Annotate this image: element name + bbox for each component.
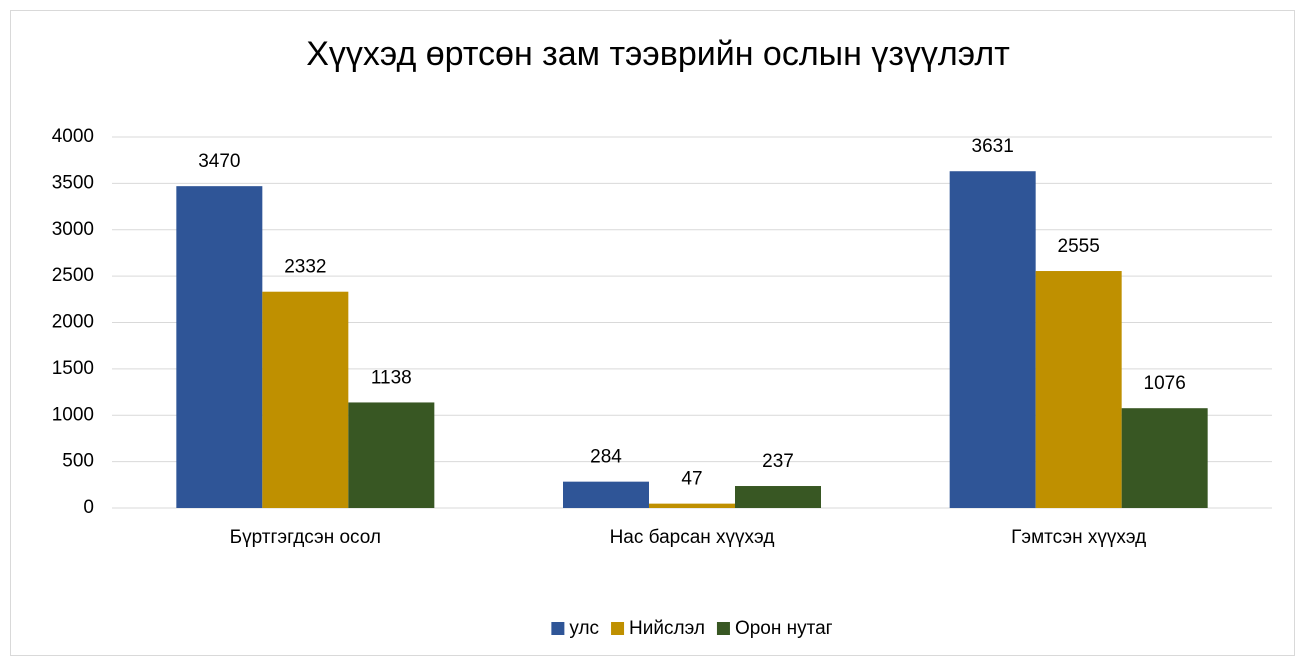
y-tick-label: 4000: [52, 126, 94, 147]
legend-swatch: [551, 622, 565, 635]
bar: [949, 171, 1036, 509]
data-label: 2555: [1058, 236, 1100, 257]
x-tick-label: Нас барсан хүүхэд: [610, 527, 775, 548]
data-label: 2332: [284, 257, 326, 278]
y-tick-label: 1500: [52, 358, 94, 379]
bar: [262, 291, 349, 508]
legend-swatch: [611, 622, 625, 635]
bar: [348, 402, 435, 508]
x-tick-label: Гэмтсэн хүүхэд: [1011, 527, 1146, 548]
bar: [1121, 408, 1208, 508]
legend-swatch: [716, 622, 730, 635]
legend-label: улс: [569, 618, 599, 639]
bar: [563, 481, 649, 508]
data-label: 237: [762, 451, 794, 472]
data-label: 3631: [972, 136, 1014, 157]
y-tick-label: 3500: [52, 172, 94, 193]
bar: [1035, 271, 1122, 508]
y-tick-label: 500: [62, 451, 94, 472]
legend-label: Нийслэл: [629, 618, 705, 639]
y-tick-label: 2500: [52, 265, 94, 286]
data-label: 3470: [198, 151, 240, 172]
y-tick-label: 3000: [52, 219, 94, 240]
legend-label: Орон нутаг: [735, 618, 833, 639]
data-label: 1138: [371, 367, 412, 388]
data-label: 284: [590, 447, 622, 468]
data-label: 47: [681, 469, 702, 490]
chart-title: Хүүхэд өртсөн зам тээврийн ослын үзүүлэл…: [306, 35, 1010, 73]
bar: [649, 503, 735, 508]
bar: [735, 486, 821, 508]
x-tick-label: Бүртгэгдсэн осол: [230, 527, 381, 548]
y-tick-label: 2000: [52, 312, 94, 333]
y-tick-label: 1000: [52, 404, 94, 425]
data-label: 1076: [1144, 373, 1186, 394]
y-tick-label: 0: [83, 497, 94, 518]
bar: [176, 186, 263, 508]
